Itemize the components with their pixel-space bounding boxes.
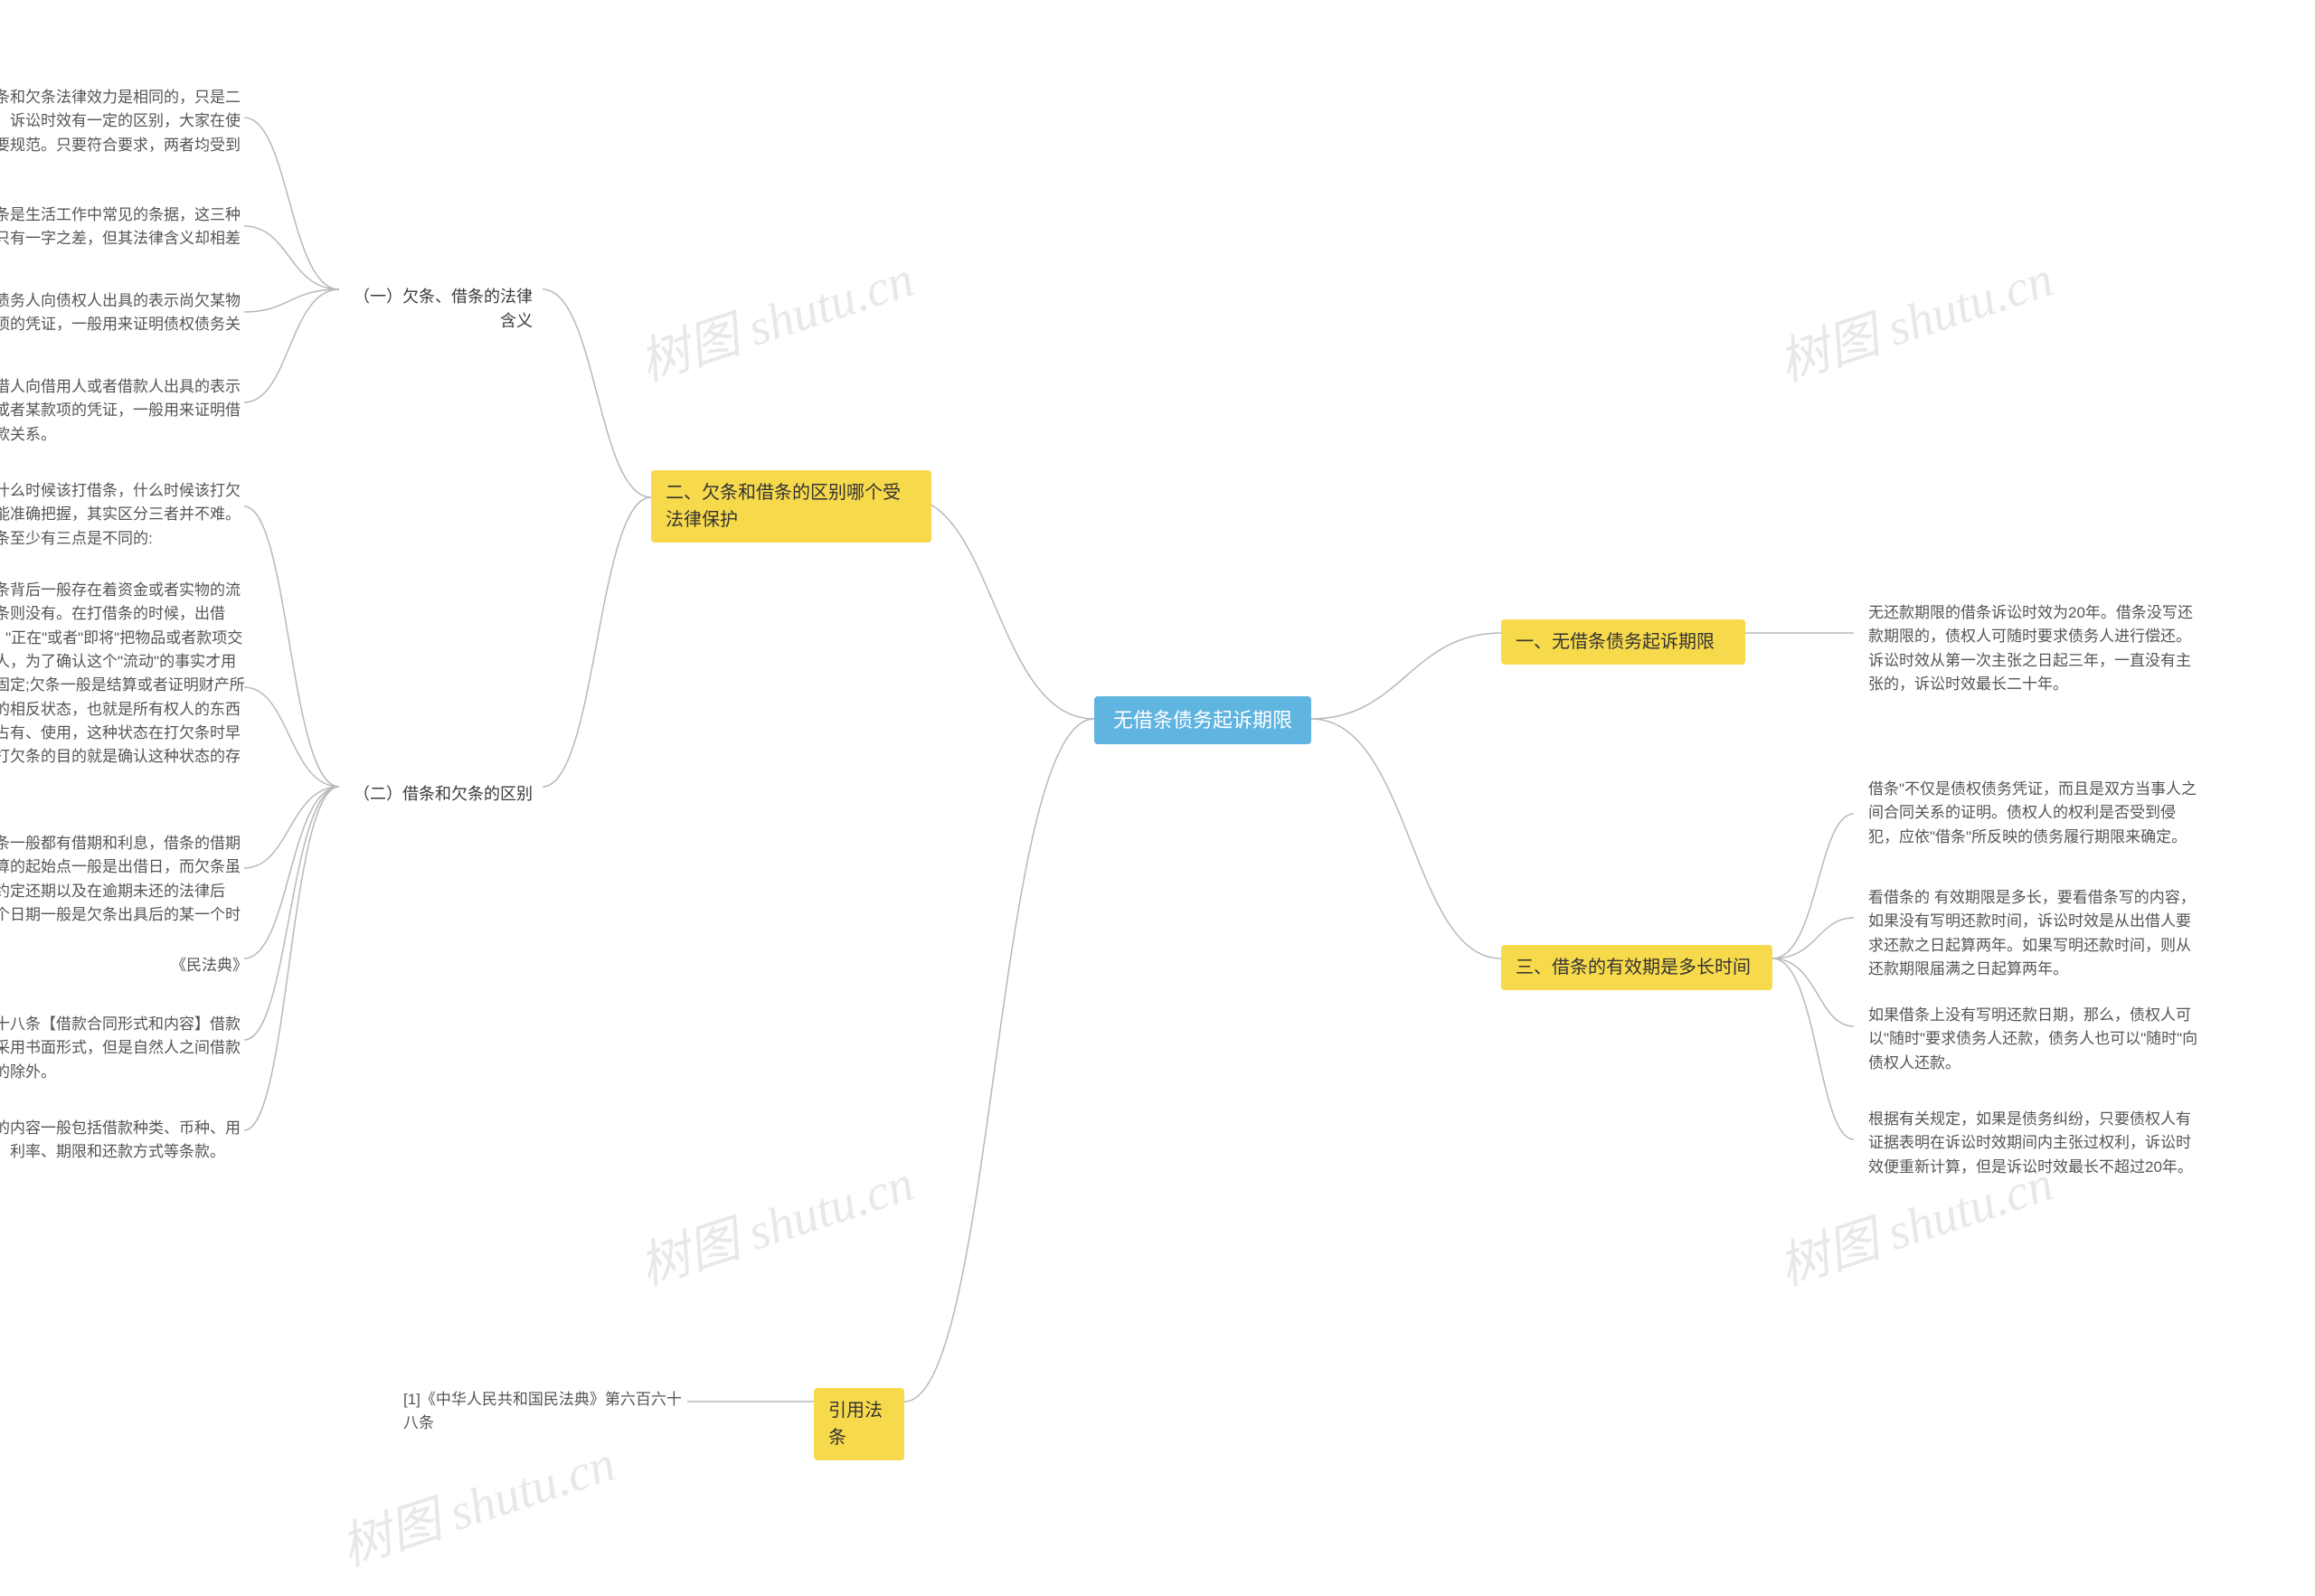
leaf-3-3: 如果借条上没有写明还款日期，那么，债权人可以"随时"要求债务人还款，债务人也可以… [1854, 995, 2216, 1084]
leaf-3-1: 借条"不仅是债权债务凭证，而且是双方当事人之间合同关系的证明。债权人的权利是否受… [1854, 769, 2216, 858]
leaf-2-1-4: 借条是出借人向借用人或者借款人出具的表示出借某物或者某款项的凭证，一般用来证明借… [0, 366, 262, 456]
leaf-2-2-4: 《民法典》 [154, 945, 262, 987]
watermark: 树图 shutu.cn [330, 1422, 623, 1580]
leaf-2-2-1: 很多人对什么时候该打借条，什么时候该打欠条总是不能准确把握，其实区分三者并不难。… [0, 470, 262, 560]
watermark: 树图 shutu.cn [628, 238, 921, 395]
leaf-3-4: 根据有关规定，如果是债务纠纷，只要债权人有证据表明在诉讼时效期间内主张过权利，诉… [1854, 1099, 2216, 1188]
sub-2-2: （二）借条和欠条的区别 [339, 773, 547, 816]
branch-4: 引用法条 [814, 1388, 904, 1460]
leaf-3-2: 看借条的 有效期限是多长，要看借条写的内容，如果没有写明还款时间，诉讼时效是从出… [1854, 877, 2216, 990]
leaf-2-1-3: 欠条，是债务人向债权人出具的表示尚欠某物或者某款项的凭证，一般用来证明债权债务关… [0, 280, 262, 370]
mindmap-root: 无借条债务起诉期限 [1094, 696, 1311, 744]
leaf-2-2-5: 第六百六十八条【借款合同形式和内容】借款合同应当采用书面形式，但是自然人之间借款… [0, 1004, 262, 1093]
leaf-2-2-3: 其二，借条一般都有借期和利息，借条的借期和利息计算的起始点一般是出借日，而欠条虽… [0, 823, 262, 960]
watermark: 树图 shutu.cn [628, 1142, 921, 1299]
leaf-2-1-1: 规范的借条和欠条法律效力是相同的，只是二者的用途、诉讼时效有一定的区别，大家在使… [0, 77, 262, 190]
leaf-2-1-2: 欠条、借条是生活工作中常见的条据，这三种条据虽然只有一字之差，但其法律含义却相差… [0, 194, 262, 284]
leaf-4-1: [1]《中华人民共和国民法典》第六百六十八条 [389, 1379, 696, 1445]
sub-2-1: （一）欠条、借条的法律含义 [339, 276, 547, 343]
leaf-2-2-6: 借款合同的内容一般包括借款种类、币种、用途、数额、利率、期限和还款方式等条款。 [0, 1108, 262, 1174]
branch-2: 二、欠条和借条的区别哪个受法律保护 [651, 470, 931, 543]
branch-1: 一、无借条债务起诉期限 [1501, 619, 1745, 665]
branch-3: 三、借条的有效期是多长时间 [1501, 945, 1772, 990]
watermark: 树图 shutu.cn [1768, 238, 2061, 395]
leaf-2-2-2: 其一，借条背后一般存在着资金或者实物的流动，但欠条则没有。在打借条的时候，出借人… [0, 570, 262, 802]
leaf-1-1: 无还款期限的借条诉讼时效为20年。借条没写还款期限的，债权人可随时要求债务人进行… [1854, 592, 2216, 705]
